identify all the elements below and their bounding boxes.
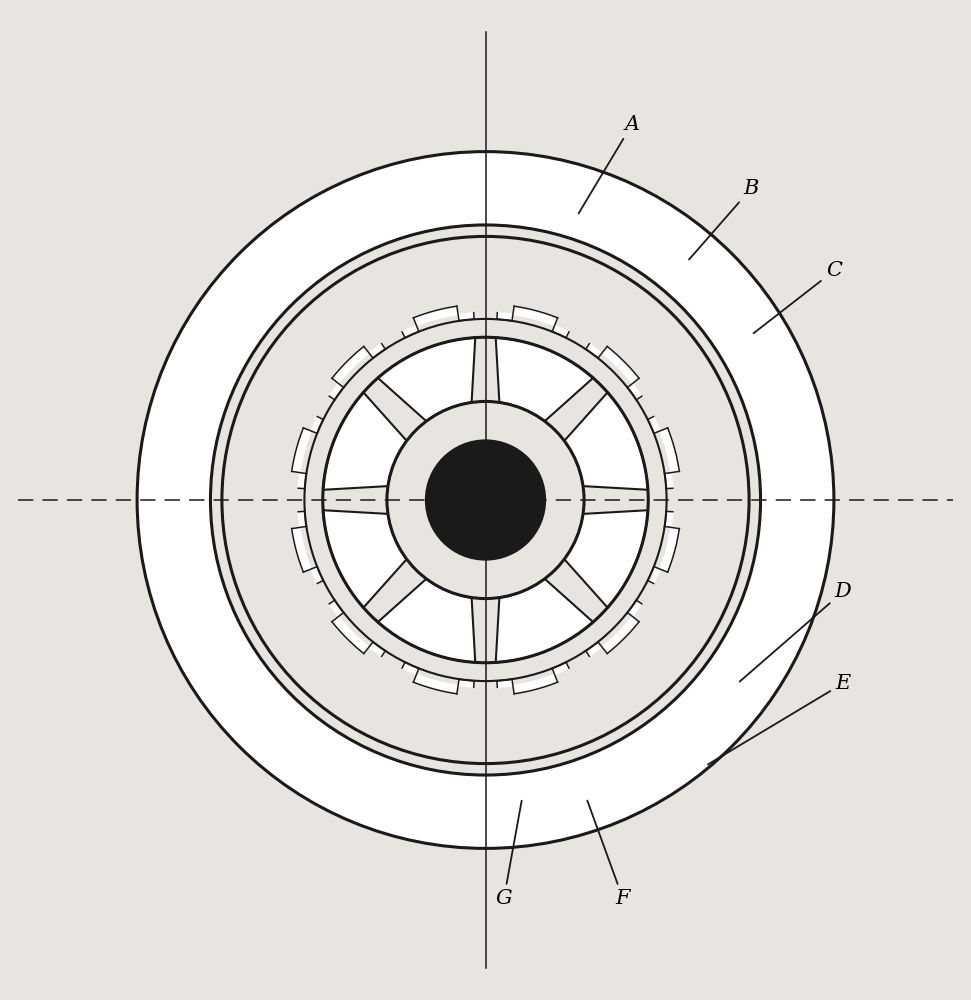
Polygon shape [323,392,407,490]
Polygon shape [497,662,569,694]
Polygon shape [137,152,834,848]
Text: G: G [495,801,521,908]
Polygon shape [497,306,569,338]
Text: D: D [740,582,852,682]
Polygon shape [291,511,323,583]
Polygon shape [586,600,642,656]
Polygon shape [402,662,474,694]
Text: F: F [587,801,630,908]
Polygon shape [586,344,642,400]
Polygon shape [496,579,593,662]
Circle shape [426,440,545,560]
Text: E: E [708,674,851,764]
Polygon shape [564,510,648,608]
Polygon shape [564,392,648,490]
Text: C: C [753,261,842,333]
Polygon shape [402,306,474,338]
Polygon shape [329,600,385,656]
Polygon shape [378,579,475,662]
Text: A: A [579,115,640,213]
Polygon shape [648,511,680,583]
Polygon shape [329,344,385,400]
Polygon shape [378,338,475,421]
Text: B: B [689,179,759,260]
Polygon shape [648,417,680,489]
Polygon shape [291,417,323,489]
Polygon shape [323,510,407,608]
Polygon shape [496,338,593,421]
